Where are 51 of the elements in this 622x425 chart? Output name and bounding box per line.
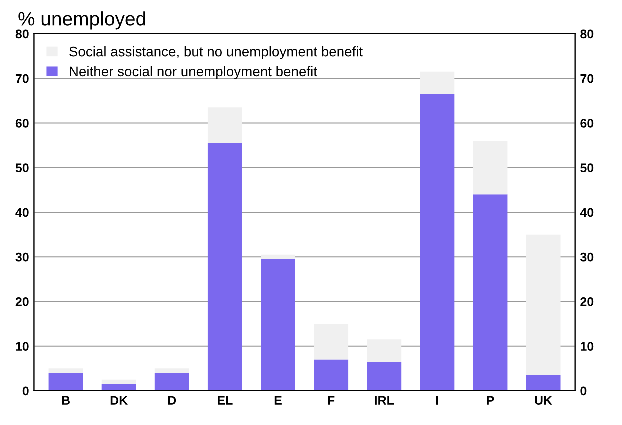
x-tick-label: E — [274, 396, 282, 405]
chart-title: % unemployed — [18, 12, 146, 30]
bar — [526, 234, 561, 376]
y2-tick-label: 10 — [581, 342, 594, 352]
y-tick-label: 10 — [16, 342, 29, 352]
bar — [420, 72, 455, 94]
bar — [367, 362, 402, 391]
y-tick-label: 70 — [16, 74, 29, 84]
bar — [420, 94, 455, 391]
bar — [208, 108, 242, 144]
x-tick-label: I — [436, 396, 438, 405]
x-tick-label: D — [168, 396, 176, 405]
y2-tick-label: 0 — [580, 386, 587, 396]
y-tick-label: 20 — [16, 298, 29, 306]
y-tick-label: 30 — [16, 252, 29, 262]
y-tick-label: 0 — [22, 386, 29, 396]
bar — [208, 143, 242, 391]
bar — [48, 373, 84, 391]
bar — [367, 340, 402, 362]
y2-tick-label: 50 — [580, 164, 594, 173]
bar — [48, 368, 84, 374]
bar — [261, 254, 296, 260]
y-tick-label: 80 — [16, 30, 29, 39]
y2-tick-label: 60 — [580, 119, 594, 128]
bar — [473, 141, 508, 195]
y-tick-label: 50 — [16, 164, 29, 173]
y2-tick-label: 40 — [580, 208, 594, 218]
y2-tick-label: 80 — [580, 30, 594, 39]
y2-tick-label: 70 — [580, 74, 594, 84]
bar — [473, 194, 508, 391]
bar — [102, 384, 136, 391]
x-tick-label: B — [62, 396, 70, 405]
x-tick-label: F — [328, 396, 335, 405]
bar — [154, 373, 190, 391]
y2-tick-label: 20 — [580, 298, 594, 306]
legend-label: Neither social nor unemployment benefit — [70, 66, 318, 80]
y-tick-label: 40 — [16, 208, 29, 218]
x-tick-label: P — [487, 396, 494, 405]
bar — [314, 324, 349, 360]
x-tick-label: UK — [535, 396, 552, 406]
bar — [526, 375, 561, 391]
y-tick-label: 60 — [16, 119, 29, 128]
x-tick-label: DK — [110, 396, 128, 405]
x-tick-label: IRL — [375, 396, 394, 405]
bar — [154, 368, 190, 374]
bar — [102, 380, 136, 384]
legend-label: Social assistance, but no unemployment benefit — [70, 46, 363, 60]
y2-tick-label: 30 — [580, 252, 594, 262]
bar — [261, 259, 296, 391]
x-tick-label: EL — [218, 396, 233, 405]
bar — [314, 360, 349, 391]
